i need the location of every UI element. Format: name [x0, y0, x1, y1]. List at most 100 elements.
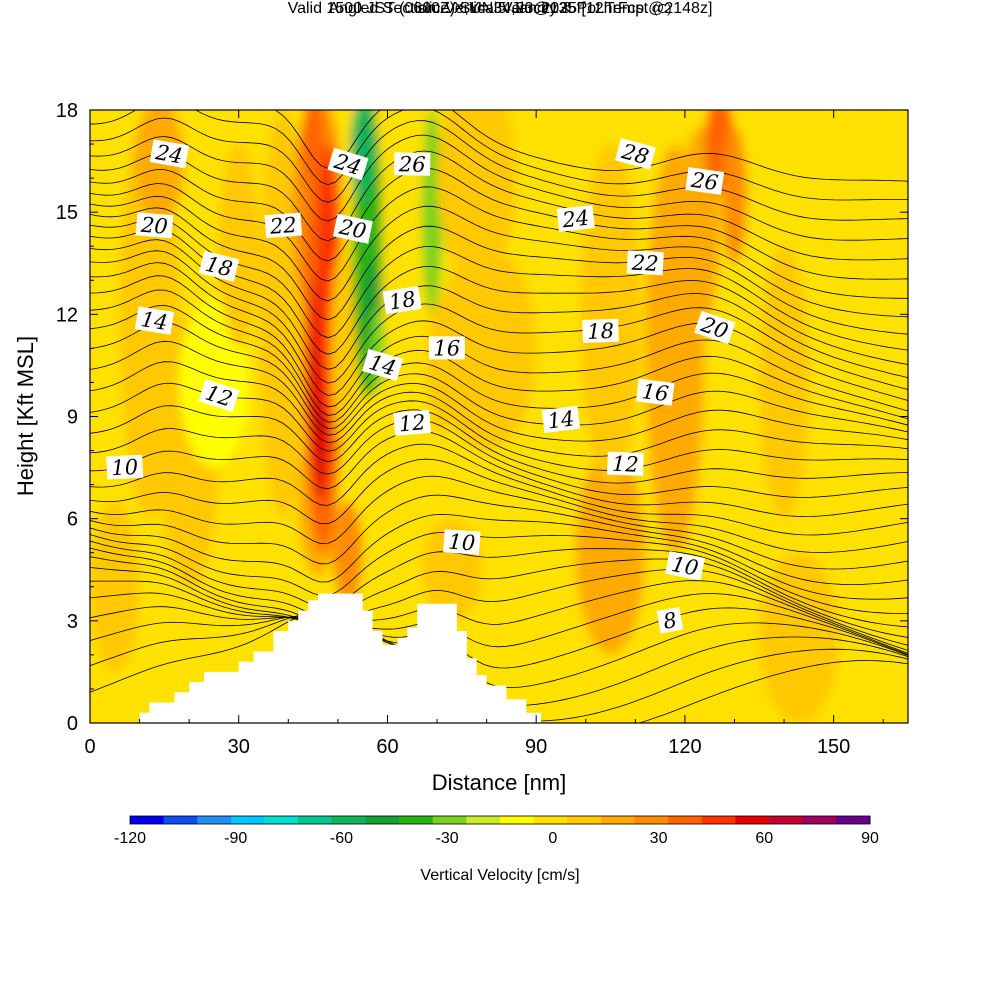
- isentrope-label: 20: [135, 212, 174, 239]
- isentrope-line: [90, 609, 908, 723]
- chart-subtitle: Valid 1500 JST (0600Z) SUN 5 Jan 2025 [1…: [0, 0, 1000, 18]
- y-tick-label: 0: [67, 713, 78, 735]
- isentrope-label-text: 18: [387, 287, 417, 315]
- isentrope-label-text: 14: [546, 406, 575, 433]
- isentrope-label-box: [106, 454, 144, 480]
- isentrope-label-text: 20: [336, 214, 368, 243]
- colorbar-swatch: [365, 816, 400, 824]
- isentrope-line: [90, 340, 908, 442]
- isentrope-label-text: 14: [139, 307, 169, 335]
- isentrope-line: [90, 405, 908, 484]
- y-axis: 0 3 6 9 12 15 18: [56, 100, 908, 735]
- isentrope-label-box: [264, 212, 303, 239]
- colorbar-frame: [129, 815, 871, 825]
- y-tick-label: 15: [56, 202, 78, 224]
- isentrope-label-box: [582, 318, 619, 344]
- colorbar-swatch: [836, 816, 871, 824]
- isentrope-label-text: 22: [630, 251, 659, 276]
- isentrope-label: 8: [656, 606, 684, 634]
- isentrope-label: 14: [134, 306, 175, 335]
- isentrope-label: 12: [607, 451, 644, 477]
- x-tick-label: 120: [668, 736, 701, 758]
- isentrope-label-text: 10: [669, 552, 700, 581]
- isentrope-line: [90, 443, 908, 536]
- x-axis-label: Distance [nm]: [432, 770, 567, 795]
- isentrope-label: 24: [556, 205, 595, 233]
- isentrope-label: 28: [615, 138, 656, 170]
- isentrope-label-box: [635, 378, 675, 406]
- isentrope-line: [90, 547, 908, 638]
- isentrope-label-box: [332, 213, 373, 244]
- colorbar-tick-label: -60: [330, 830, 353, 847]
- isentrope-label: 24: [149, 139, 190, 168]
- forecast-info: [12hrFcst@2148z]: [581, 0, 713, 17]
- colorbar-swatch: [331, 816, 366, 824]
- velocity-blob: [347, 365, 398, 502]
- isentrope-line: [90, 183, 908, 299]
- colorbar-swatch: [163, 816, 198, 824]
- isentrope-label: 22: [264, 212, 303, 239]
- isentrope-label-text: 24: [560, 206, 590, 233]
- velocity-blob: [858, 110, 908, 383]
- isentrope-label-text: 10: [111, 455, 139, 480]
- colorbar-swatch: [197, 816, 232, 824]
- isentrope-line: [90, 110, 908, 201]
- isentrope-line: [90, 494, 908, 585]
- chart-title-mark: (C): [653, 1, 672, 16]
- colorbar-swatch: [567, 816, 602, 824]
- colorbar-swatch: [298, 816, 333, 824]
- isentrope-label-box: [685, 167, 725, 195]
- colorbar-tick-label: -30: [436, 830, 459, 847]
- isentrope-label-box: [382, 286, 422, 315]
- isentrope-line: [90, 567, 908, 651]
- slice-info: slice X,Y= 34,23@135°: [417, 0, 583, 17]
- isentrope-line: [90, 195, 908, 318]
- x-tick-label: 90: [525, 736, 547, 758]
- y-tick-label: 6: [67, 509, 78, 531]
- isentrope-label-box: [626, 250, 664, 276]
- velocity-field: [90, 110, 908, 723]
- isentrope-line: [90, 322, 908, 433]
- isentrope-label-text: 26: [689, 168, 720, 196]
- isentrope-label-box: [362, 348, 404, 381]
- isentrope-label-box: [607, 451, 644, 476]
- velocity-blob: [422, 110, 442, 315]
- isentrope-line: [90, 289, 908, 420]
- colorbar-swatch: [802, 816, 837, 824]
- x-tick-label: 60: [376, 736, 398, 758]
- isentrope-label-box: [428, 336, 465, 360]
- colorbar-swatch: [533, 816, 568, 824]
- isentrope-label-box: [656, 606, 684, 634]
- isentrope-line: [90, 262, 908, 401]
- colorbar-label: Vertical Velocity [cm/s]: [420, 867, 579, 884]
- isentrope-label: 12: [393, 409, 432, 436]
- isentrope-label-text: 16: [640, 379, 669, 406]
- isentrope-line: [90, 580, 908, 654]
- y-tick-label: 3: [67, 611, 78, 633]
- isentrope-label-box: [541, 405, 581, 434]
- isentrope-label-box: [198, 250, 240, 282]
- colorbar-tick-label: -120: [114, 830, 146, 847]
- colorbar-swatch: [230, 816, 266, 824]
- y-axis-label: Height [Kft MSL]: [13, 336, 38, 496]
- colorbar-swatch: [500, 816, 535, 824]
- isentrope-label: 18: [382, 286, 422, 315]
- y-tick-label: 12: [56, 304, 78, 326]
- colorbar-swatch: [634, 816, 669, 824]
- isentrope-label-box: [615, 138, 656, 170]
- isentrope-label-box: [134, 306, 175, 335]
- velocity-blob: [759, 246, 809, 519]
- y-tick-label: 9: [67, 407, 78, 429]
- isentrope-line: [90, 556, 908, 646]
- colorbar-swatch: [701, 816, 736, 824]
- isentrope-label-text: 20: [139, 213, 169, 239]
- isentrope-label-text: 10: [448, 530, 476, 556]
- isentrope-line: [90, 475, 908, 570]
- x-axis: 0 30 60 90 120 150: [84, 110, 884, 758]
- isentrope-label-box: [443, 529, 481, 555]
- x-tick-label: 150: [817, 736, 850, 758]
- colorbar-tick-label: 0: [548, 830, 557, 847]
- isentrope-label-box: [556, 205, 595, 232]
- velocity-blob: [332, 501, 363, 604]
